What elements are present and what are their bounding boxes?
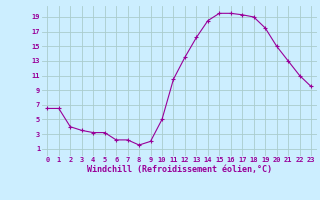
X-axis label: Windchill (Refroidissement éolien,°C): Windchill (Refroidissement éolien,°C) <box>87 165 272 174</box>
